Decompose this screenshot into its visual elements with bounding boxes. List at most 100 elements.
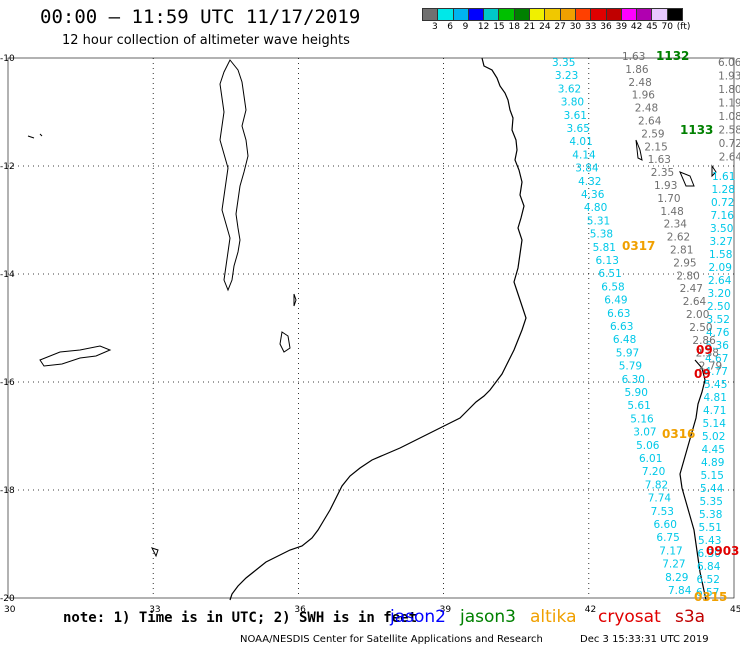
swh-value: 3.23 — [555, 70, 578, 82]
swh-value: 6.48 — [613, 334, 636, 346]
swh-value: 2.48 — [635, 103, 658, 115]
lon-tick-label: 36 — [294, 605, 306, 615]
swh-value: 4.14 — [572, 149, 596, 161]
swh-value: 2.62 — [667, 232, 690, 244]
swh-value: 6.06 — [718, 57, 740, 69]
lon-tick-label: 42 — [585, 605, 596, 615]
color-scale-label: 24 — [539, 22, 551, 32]
lat-tick-label: -14 — [0, 270, 15, 280]
pass-labels: 1132 1133 0317 0316 0315 0903 09 09 — [622, 49, 739, 604]
lat-tick-label: -12 — [0, 162, 15, 172]
swh-value: 4.36 — [581, 189, 605, 201]
swh-value: 3.52 — [707, 314, 730, 326]
map-frame — [7, 57, 735, 599]
color-scale-label: 15 — [493, 22, 505, 32]
swh-value: 3.20 — [708, 288, 731, 300]
lon-tick-label: 39 — [440, 605, 452, 615]
swh-value: 3.65 — [567, 123, 590, 135]
swh-value: 2.48 — [628, 77, 651, 89]
swh-value: 1.61 — [712, 171, 735, 183]
swh-value: 2.34 — [664, 219, 688, 231]
swh-value: 5.31 — [587, 215, 610, 227]
swh-value: 0.72 — [719, 138, 740, 150]
footer-note: note: 1) Time is in UTC; 2) SWH is in fe… — [63, 610, 418, 626]
swh-value: 3.50 — [710, 223, 733, 235]
map-grid — [7, 57, 735, 599]
swh-value: 2.35 — [651, 167, 674, 179]
lon-tick-label: 45 — [730, 605, 740, 615]
swh-value: 0.72 — [711, 197, 734, 209]
swh-value: 6.63 — [607, 308, 630, 320]
swh-value: 5.51 — [699, 522, 722, 534]
swh-value: 7.74 — [648, 493, 672, 505]
color-scale-label: 36 — [600, 22, 612, 32]
swh-value: 7.17 — [659, 545, 682, 557]
swh-value: 2.64 — [683, 296, 707, 308]
swh-value: 2.47 — [680, 283, 703, 295]
satellite-legend-jason3: jason3 — [460, 607, 516, 627]
swh-value: 4.45 — [702, 444, 725, 456]
pass-id-label: 0315 — [694, 590, 727, 604]
swh-value: 2.50 — [707, 301, 730, 313]
credit-text: NOAA/NESDIS Center for Satellite Applica… — [240, 634, 543, 645]
color-scale-label: 3 — [432, 22, 438, 32]
swh-value: 5.14 — [703, 418, 727, 430]
swh-value: 6.58 — [601, 281, 624, 293]
swh-value: 1.48 — [660, 206, 683, 218]
pass-id-label: 1133 — [680, 123, 713, 137]
color-scale-label: 33 — [585, 22, 597, 32]
color-scale-label: 27 — [554, 22, 566, 32]
satellite-legend-s3a: s3a — [675, 607, 706, 627]
swh-value: 7.20 — [642, 466, 665, 478]
swh-value: 2.09 — [709, 262, 732, 274]
axis-labels: 30 33 36 39 42 45 -10 -12 -14 -16 -18 -20 — [0, 54, 740, 615]
swh-value: 5.06 — [636, 440, 660, 452]
swh-value: 5.35 — [700, 496, 723, 508]
swh-value: 5.15 — [701, 470, 724, 482]
swh-value: 4.81 — [704, 392, 727, 404]
swh-value: 2.58 — [719, 125, 740, 137]
page-title: 00:00 – 11:59 UTC 11/17/2019 — [40, 6, 361, 28]
swh-value: 6.57 — [696, 587, 719, 599]
swh-value: 8.29 — [665, 572, 688, 584]
swh-value: 2.64 — [719, 152, 740, 164]
swh-value: 3.84 — [575, 163, 599, 175]
swh-value: 1.70 — [657, 193, 680, 205]
swh-value: 4.80 — [584, 202, 607, 214]
swh-value: 7.84 — [668, 585, 692, 597]
swh-value: 5.90 — [625, 387, 648, 399]
swh-value: 5.38 — [699, 509, 722, 521]
color-scale-bar — [422, 6, 684, 25]
swh-value: 7.82 — [645, 479, 668, 491]
pass-id-label: 0903 — [706, 544, 739, 558]
color-scale-label: 45 — [646, 22, 658, 32]
swh-value: 1.63 — [648, 154, 671, 166]
swh-value: 6.63 — [610, 321, 633, 333]
swh-value: 3.61 — [564, 110, 587, 122]
satellite-legend-jason2: jason2 — [390, 607, 446, 627]
swh-value: 2.86 — [692, 335, 716, 347]
swh-value: 5.38 — [590, 229, 613, 241]
swh-value: 5.16 — [630, 413, 654, 425]
swh-value: 4.89 — [701, 457, 724, 469]
swh-value: 4.76 — [706, 327, 730, 339]
swh-value: 1.08 — [718, 111, 740, 123]
color-scale-label: 21 — [523, 22, 536, 32]
coastline — [27, 57, 717, 601]
color-scale-label: 70 — [661, 22, 673, 32]
color-scale-label: 39 — [615, 22, 628, 32]
swh-value: 1.63 — [622, 51, 645, 63]
pass-id-label: 09 — [696, 343, 713, 357]
swh-value: 2.64 — [708, 275, 732, 287]
swh-value: 2.50 — [689, 322, 712, 334]
swh-value: 2.00 — [686, 309, 709, 321]
swh-value: 2.15 — [644, 141, 667, 153]
swh-value: 7.27 — [662, 559, 685, 571]
swh-tracks: 3.353.233.62 3.803.613.654.014.14 3.844.32… — [552, 51, 740, 599]
pass-id-label: 0317 — [622, 239, 655, 253]
swh-value: 2.38 — [696, 348, 719, 360]
color-scale-label: 18 — [508, 22, 520, 32]
swh-value: 3.62 — [558, 83, 581, 95]
swh-value: 3.35 — [552, 57, 575, 69]
swh-value: 3.80 — [561, 97, 584, 109]
